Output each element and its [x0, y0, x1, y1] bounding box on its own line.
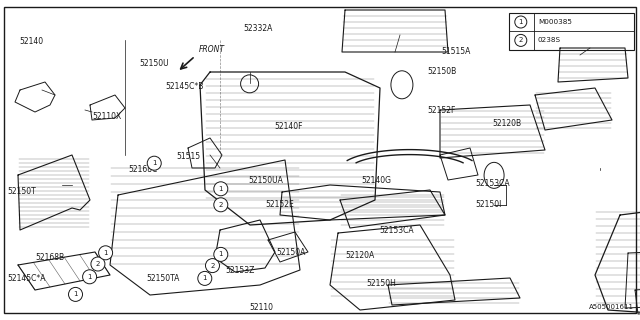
Text: 52140G: 52140G	[362, 176, 392, 185]
Circle shape	[68, 287, 83, 301]
Text: 52153CA: 52153CA	[379, 226, 413, 235]
Text: 0238S: 0238S	[538, 37, 561, 44]
Text: 52140F: 52140F	[274, 122, 303, 131]
Text: 52140: 52140	[19, 37, 44, 46]
Circle shape	[214, 198, 228, 212]
Bar	[509, 13, 634, 50]
Text: 52150H: 52150H	[366, 279, 396, 288]
Text: 2: 2	[96, 261, 100, 267]
Circle shape	[198, 271, 212, 285]
Text: 52150I: 52150I	[475, 200, 501, 209]
Text: 1: 1	[218, 186, 223, 192]
Circle shape	[214, 182, 228, 196]
Text: 52150B: 52150B	[428, 68, 457, 76]
Text: 52150UA: 52150UA	[248, 176, 283, 185]
Text: 1: 1	[218, 252, 223, 257]
Text: 52110X: 52110X	[93, 112, 122, 121]
Circle shape	[83, 270, 97, 284]
Text: 52153CA: 52153CA	[475, 180, 509, 188]
Text: 52332A: 52332A	[243, 24, 273, 33]
Text: A505001611: A505001611	[589, 304, 634, 310]
Text: 2: 2	[518, 37, 523, 44]
Text: 51515: 51515	[177, 152, 201, 161]
Text: 52153Z: 52153Z	[225, 266, 255, 275]
Text: 1: 1	[87, 274, 92, 280]
Text: 2: 2	[211, 263, 214, 268]
Circle shape	[214, 247, 228, 261]
Circle shape	[205, 259, 220, 273]
Text: 52145C*B: 52145C*B	[165, 82, 204, 91]
Text: 52110: 52110	[250, 303, 274, 312]
Circle shape	[99, 246, 113, 260]
Text: 52120A: 52120A	[346, 252, 375, 260]
Circle shape	[147, 156, 161, 170]
Circle shape	[515, 16, 527, 28]
Text: 52152E: 52152E	[266, 200, 294, 209]
Text: 52150T: 52150T	[8, 188, 36, 196]
Text: 1: 1	[73, 292, 78, 297]
Text: 2: 2	[219, 202, 223, 208]
Text: 1: 1	[152, 160, 157, 166]
Text: 52168C: 52168C	[128, 165, 157, 174]
Text: 52150A: 52150A	[276, 248, 306, 257]
Circle shape	[515, 34, 527, 46]
Text: 52150U: 52150U	[140, 60, 169, 68]
Text: 52120B: 52120B	[493, 119, 522, 128]
Text: 1: 1	[103, 250, 108, 256]
Text: 51515A: 51515A	[442, 47, 471, 56]
Text: 52152F: 52152F	[428, 106, 456, 115]
Text: 1: 1	[202, 276, 207, 281]
Text: 52150TA: 52150TA	[146, 274, 179, 283]
Text: M000385: M000385	[538, 19, 572, 25]
Text: FRONT: FRONT	[199, 45, 225, 54]
Text: 52145C*A: 52145C*A	[8, 274, 46, 283]
Text: 52168B: 52168B	[35, 253, 65, 262]
Text: 1: 1	[518, 19, 523, 25]
Circle shape	[91, 257, 105, 271]
